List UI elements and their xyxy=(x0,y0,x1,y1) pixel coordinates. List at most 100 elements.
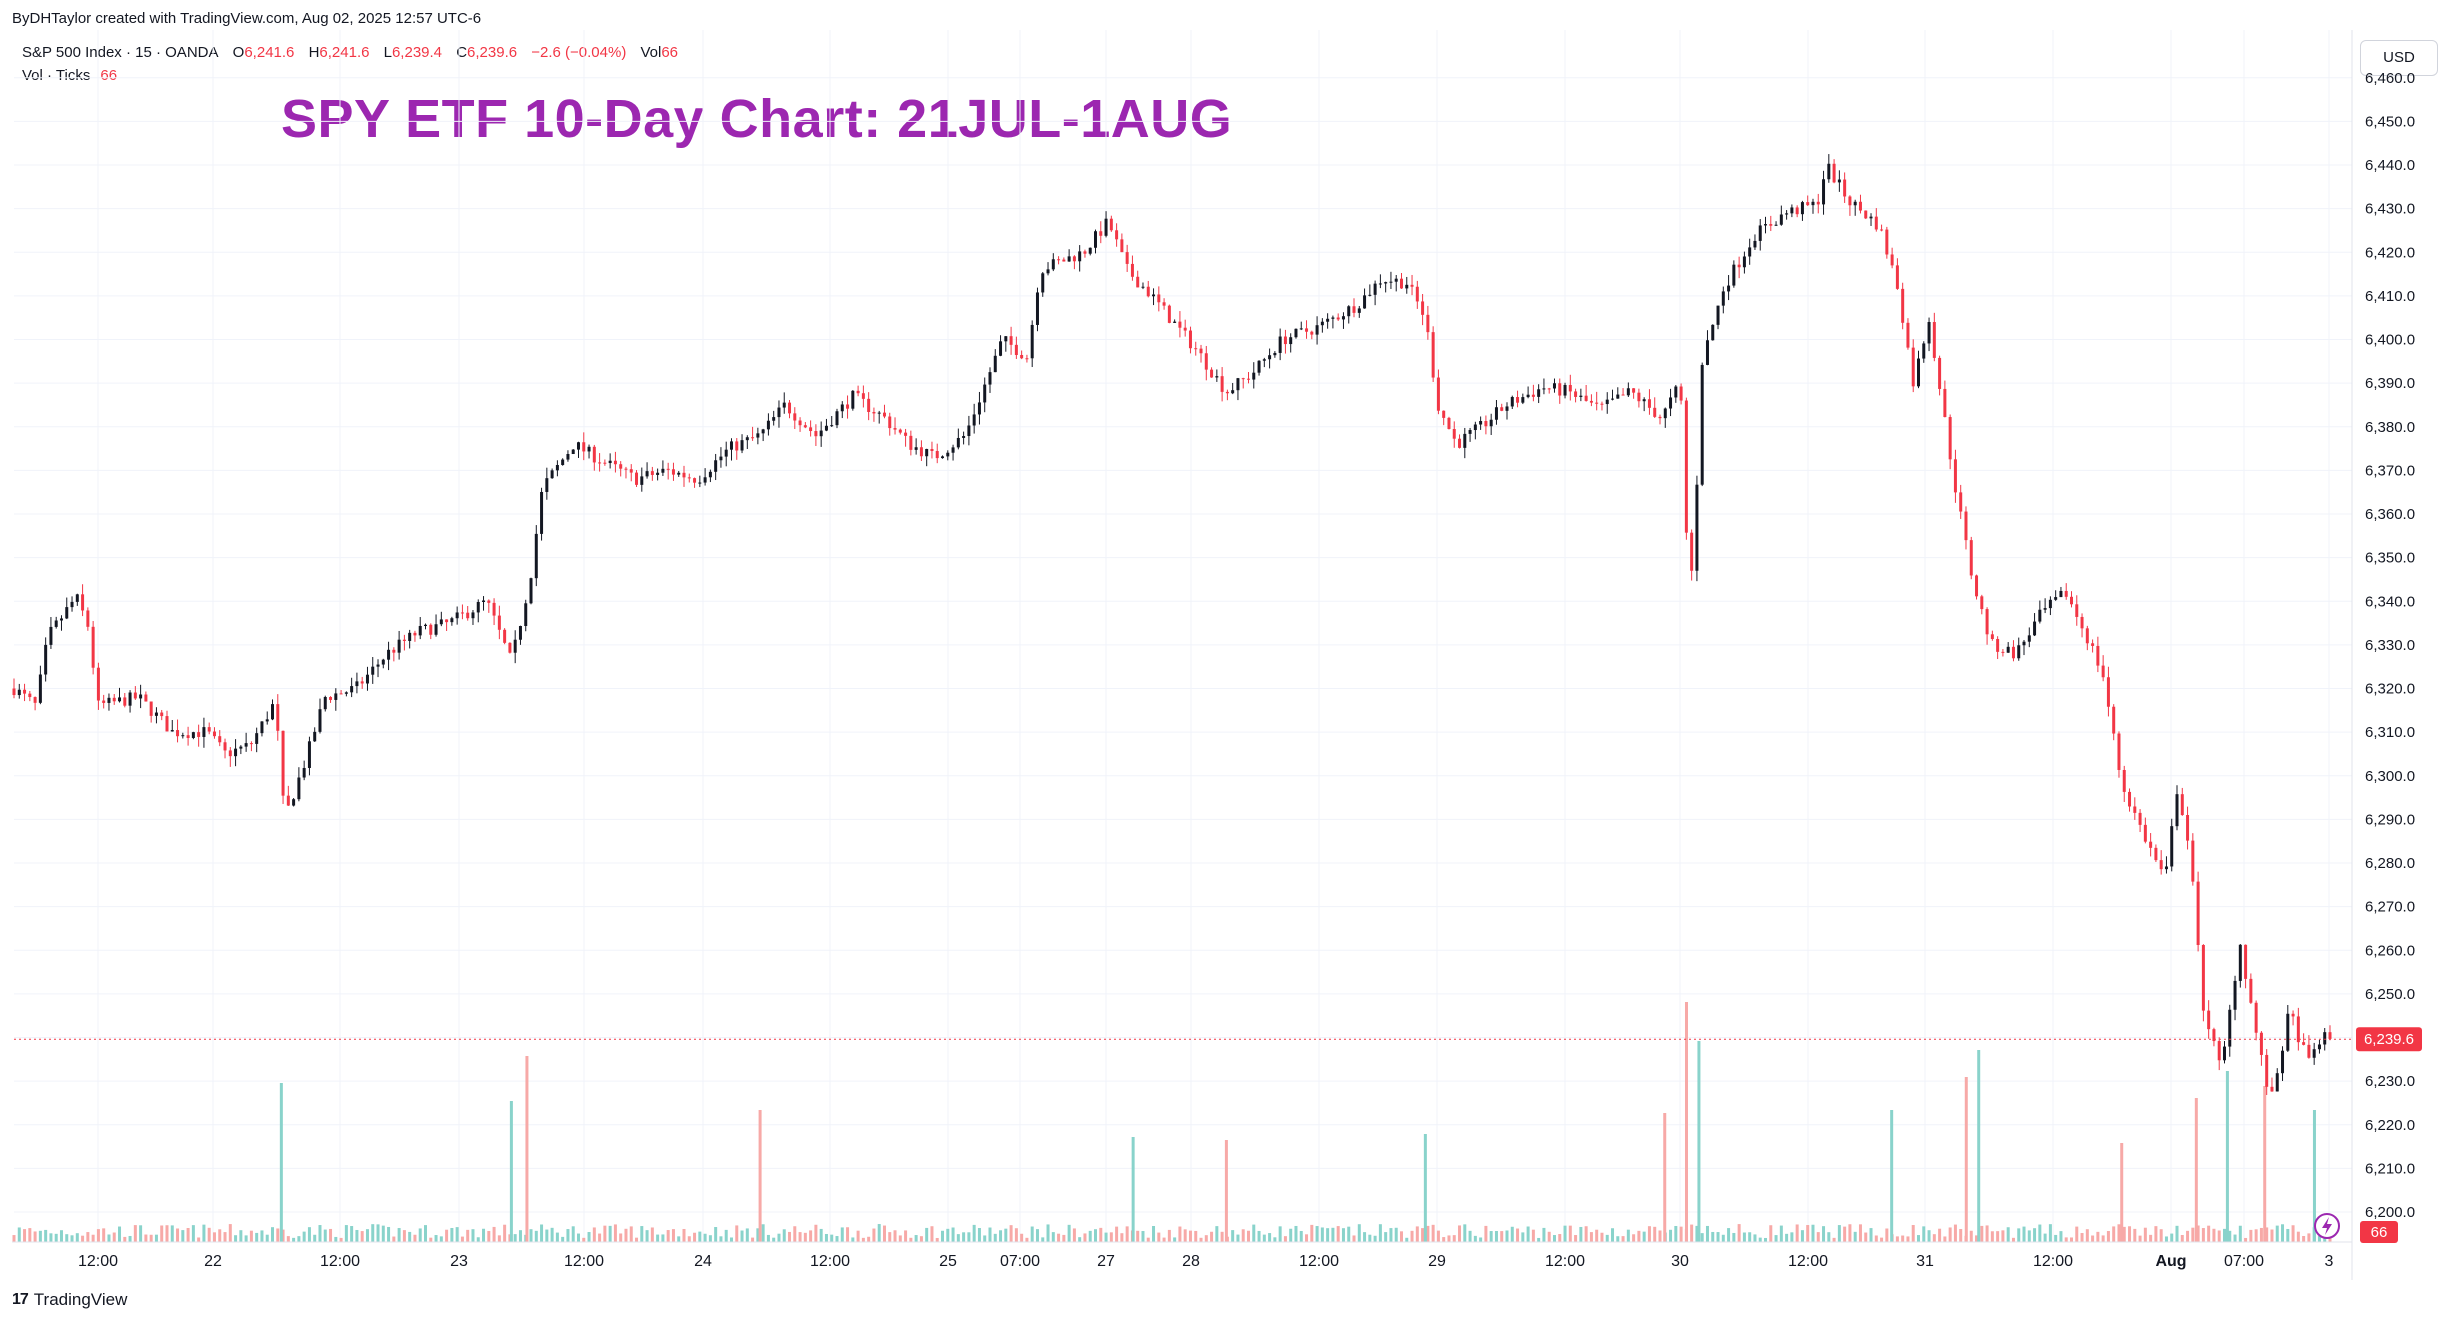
candle xyxy=(91,621,95,675)
candle xyxy=(592,444,596,471)
candle xyxy=(302,760,306,781)
candle xyxy=(1700,362,1704,487)
volume-bar xyxy=(86,1232,90,1242)
volume-bar xyxy=(1289,1228,1293,1242)
volume-bar xyxy=(223,1232,227,1242)
volume-bar xyxy=(128,1235,132,1242)
volume-bar xyxy=(550,1227,554,1242)
volume-bar xyxy=(1663,1113,1667,1242)
candle xyxy=(1574,388,1578,403)
candle xyxy=(1911,339,1915,393)
volume-bar xyxy=(1062,1234,1066,1242)
candle xyxy=(2154,844,2158,862)
annotation-title[interactable]: SPY ETF 10-Day Chart: 21JUL-1AUG xyxy=(281,89,1233,149)
candle xyxy=(729,438,733,461)
candle xyxy=(149,701,153,723)
candle xyxy=(1716,305,1720,330)
volume-bar xyxy=(803,1232,807,1242)
volume-bar xyxy=(758,1110,762,1242)
candle xyxy=(2149,833,2153,857)
candle xyxy=(1943,380,1947,418)
candle xyxy=(1062,257,1066,262)
volume-bar xyxy=(2180,1235,2184,1242)
candle xyxy=(719,447,723,468)
candle xyxy=(1885,226,1889,259)
candle xyxy=(387,641,391,671)
volume-bar xyxy=(1131,1137,1135,1242)
time-tick-label: 29 xyxy=(1428,1253,1446,1270)
candle xyxy=(1252,362,1256,389)
candle xyxy=(271,699,275,721)
candle xyxy=(1030,320,1034,368)
volume-bar xyxy=(2212,1228,2216,1242)
candle xyxy=(2244,944,2248,989)
volume-bar xyxy=(1642,1231,1646,1242)
candle xyxy=(392,647,396,662)
candle xyxy=(740,434,744,454)
candle xyxy=(635,470,639,488)
candle xyxy=(1220,367,1224,402)
price-tick-label: 6,370.0 xyxy=(2365,462,2415,479)
candle xyxy=(941,455,945,459)
volume-bar xyxy=(1252,1224,1256,1242)
tradingview-logo[interactable]: 17 TradingView xyxy=(12,1290,127,1310)
volume-bar xyxy=(1880,1237,1884,1242)
candle xyxy=(244,732,248,752)
candle xyxy=(1516,390,1520,408)
volume-bar xyxy=(1299,1230,1303,1242)
candle xyxy=(2191,833,2195,886)
symbol-legend[interactable]: S&P 500 Index · 15 · OANDA O6,241.6 H6,2… xyxy=(22,44,688,61)
candle xyxy=(645,462,649,479)
volume-bar xyxy=(529,1229,533,1242)
candle xyxy=(856,385,860,397)
candle xyxy=(1742,251,1746,274)
volume-bar xyxy=(81,1235,85,1242)
candle xyxy=(2228,1004,2232,1057)
volume-bar xyxy=(1489,1231,1493,1242)
volume-bar xyxy=(1658,1230,1662,1242)
candle xyxy=(1732,260,1736,288)
candle xyxy=(1436,369,1440,415)
candle xyxy=(482,596,486,611)
volume-bar xyxy=(1120,1233,1124,1242)
candle xyxy=(2064,583,2068,600)
volume-bar xyxy=(1030,1226,1034,1242)
volume-bar xyxy=(740,1230,744,1242)
candle xyxy=(96,662,100,710)
volume-bar xyxy=(1531,1229,1535,1242)
volume-bar xyxy=(1611,1228,1615,1242)
candle xyxy=(2133,797,2137,820)
candle xyxy=(1341,312,1345,329)
volume-bar xyxy=(814,1224,818,1242)
volume-bar xyxy=(1647,1226,1651,1242)
volume-bar xyxy=(851,1237,855,1242)
candle xyxy=(513,630,517,664)
candle xyxy=(835,408,839,429)
candle xyxy=(1663,407,1667,428)
volume-bar xyxy=(1368,1234,1372,1242)
volume-indicator-label[interactable]: Vol · Ticks xyxy=(22,67,91,84)
candle xyxy=(1188,326,1192,354)
volume-bar xyxy=(993,1233,997,1242)
symbol-name[interactable]: S&P 500 Index · 15 · OANDA xyxy=(22,44,219,61)
candle xyxy=(1552,378,1556,393)
candle xyxy=(2106,666,2110,717)
volume-bar xyxy=(1837,1225,1841,1242)
candle xyxy=(534,525,538,587)
candle xyxy=(819,421,823,447)
flash-icon[interactable] xyxy=(2314,1213,2340,1239)
volume-bar xyxy=(455,1227,459,1242)
candle xyxy=(529,577,533,605)
volume-bar xyxy=(1516,1228,1520,1242)
candle xyxy=(1690,529,1694,581)
candle xyxy=(724,441,728,467)
currency-button[interactable]: USD xyxy=(2360,40,2438,76)
volume-legend[interactable]: Vol · Ticks 66 xyxy=(22,67,127,84)
volume-bar xyxy=(360,1231,364,1242)
candle xyxy=(2328,1025,2332,1041)
volume-bar xyxy=(2043,1233,2047,1242)
volume-bar xyxy=(1521,1232,1525,1242)
volume-bar xyxy=(1157,1232,1161,1242)
volume-bar xyxy=(392,1236,396,1242)
